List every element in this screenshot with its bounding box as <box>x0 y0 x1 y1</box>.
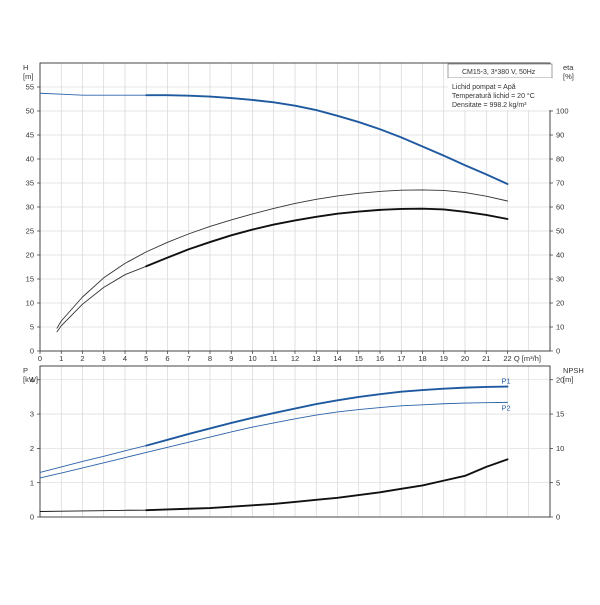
y-tick-label-right: 100 <box>556 107 569 116</box>
x-tick-label: 9 <box>229 354 233 363</box>
y-tick-label-right: 80 <box>556 155 564 164</box>
x-tick-label: 22 <box>503 354 511 363</box>
y-tick-label-left: 15 <box>26 275 34 284</box>
series-line-0-4 <box>145 207 509 268</box>
x-tick-label: 20 <box>461 354 469 363</box>
y-tick-label-left: 40 <box>26 155 34 164</box>
legend-line-4: Densitate = 998.2 kg/m³ <box>452 102 527 109</box>
x-tick-label: 1 <box>59 354 63 363</box>
y-tick-label-left: 0 <box>30 347 34 356</box>
legend-line-2: Lichid pompat = Apă <box>452 84 516 91</box>
x-tick-label: 17 <box>397 354 405 363</box>
x-tick-label: 13 <box>312 354 320 363</box>
y-axis-label-right: eta <box>563 63 574 72</box>
x-tick-label: 8 <box>208 354 212 363</box>
y-tick-label-right: 20 <box>556 299 564 308</box>
x-tick-label: 11 <box>270 354 278 363</box>
y-tick-label-left: 25 <box>26 227 34 236</box>
x-tick-label: 10 <box>248 354 256 363</box>
y-tick-label-right: 10 <box>556 444 564 453</box>
y-tick-label-left: 2 <box>30 444 34 453</box>
y-axis-label-right: NPSH <box>563 366 584 375</box>
y-tick-label-left: 3 <box>30 410 34 419</box>
series-line-1-4 <box>145 458 509 512</box>
x-tick-label: 21 <box>482 354 490 363</box>
x-tick-label: 18 <box>418 354 426 363</box>
y-tick-label-right: 5 <box>556 478 560 487</box>
x-tick-label: 2 <box>80 354 84 363</box>
legend-line-3: Temperatură lichid = 20 °C <box>452 92 535 100</box>
legend-line-1: CM15-3, 3*380 V, 50Hz <box>462 69 536 76</box>
y-axis-label-left: H <box>23 63 28 72</box>
x-tick-label: 5 <box>144 354 148 363</box>
x-tick-label: 6 <box>165 354 169 363</box>
y-axis-label-right: [m] <box>563 375 573 384</box>
x-tick-label: 15 <box>355 354 363 363</box>
y-axis-label-left: [m] <box>23 72 33 81</box>
y-tick-label-left: 55 <box>26 83 34 92</box>
series-line-1-3 <box>39 509 147 512</box>
y-tick-label-right: 30 <box>556 275 564 284</box>
y-tick-label-right: 20 <box>556 375 564 384</box>
y-axis-label-right: [%] <box>563 72 574 81</box>
y-tick-label-right: 90 <box>556 131 564 140</box>
y-tick-label-left: 0 <box>30 513 34 522</box>
y-tick-label-left: 10 <box>26 299 34 308</box>
y-axis-label-left: P <box>23 366 28 375</box>
series-line-0-3 <box>56 265 147 333</box>
x-axis-label: Q [m³/h] <box>514 354 541 363</box>
x-tick-label: 12 <box>291 354 299 363</box>
x-tick-label: 16 <box>376 354 384 363</box>
y-tick-label-right: 40 <box>556 251 564 260</box>
y-tick-label-right: 50 <box>556 227 564 236</box>
y-tick-label-left: 4 <box>30 375 34 384</box>
series-label-p1: P1 <box>502 377 511 386</box>
x-tick-label: 3 <box>102 354 106 363</box>
x-tick-label: 0 <box>38 354 42 363</box>
y-tick-label-left: 5 <box>30 323 34 332</box>
series-label-p2: P2 <box>502 403 511 412</box>
series-line-1-0 <box>39 445 147 473</box>
y-tick-label-left: 30 <box>26 203 34 212</box>
y-tick-label-right: 15 <box>556 410 564 419</box>
y-tick-label-left: 20 <box>26 251 34 260</box>
x-tick-label: 7 <box>187 354 191 363</box>
x-tick-label: 4 <box>123 354 127 363</box>
series-line-0-1 <box>145 94 509 185</box>
plot-frame <box>39 365 551 518</box>
y-tick-label-right: 60 <box>556 203 564 212</box>
y-tick-label-left: 1 <box>30 478 34 487</box>
series-line-0-2 <box>56 189 508 329</box>
series-line-0-0 <box>39 92 147 96</box>
legend-box: CM15-3, 3*380 V, 50Hz Lichid pompat = Ap… <box>447 63 553 110</box>
x-tick-label: 14 <box>333 354 341 363</box>
y-tick-label-right: 10 <box>556 323 564 332</box>
y-tick-label-right: 0 <box>556 347 560 356</box>
y-axis-label-left: [kW] <box>23 375 38 384</box>
y-tick-label-right: 0 <box>556 513 560 522</box>
series-line-1-2 <box>39 401 508 479</box>
x-tick-label: 19 <box>440 354 448 363</box>
y-tick-label-right: 70 <box>556 179 564 188</box>
y-tick-label-left: 35 <box>26 179 34 188</box>
y-tick-label-left: 45 <box>26 131 34 140</box>
y-tick-label-left: 50 <box>26 107 34 116</box>
series-line-1-1 <box>145 385 509 447</box>
